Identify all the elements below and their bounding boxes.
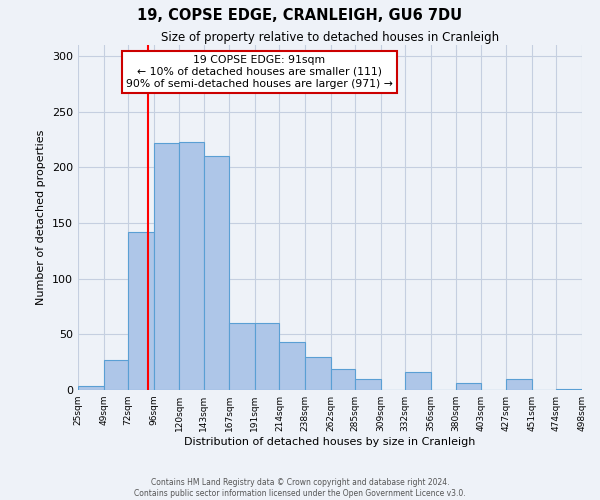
Bar <box>305 356 331 390</box>
Bar <box>405 372 431 390</box>
Bar <box>154 143 179 390</box>
Text: 19, COPSE EDGE, CRANLEIGH, GU6 7DU: 19, COPSE EDGE, CRANLEIGH, GU6 7DU <box>137 8 463 22</box>
Bar <box>355 379 380 390</box>
Bar <box>179 142 204 390</box>
Y-axis label: Number of detached properties: Number of detached properties <box>37 130 46 305</box>
Bar <box>280 342 305 390</box>
Text: 19 COPSE EDGE: 91sqm
← 10% of detached houses are smaller (111)
90% of semi-deta: 19 COPSE EDGE: 91sqm ← 10% of detached h… <box>126 56 393 88</box>
Bar <box>506 379 532 390</box>
Bar <box>104 360 128 390</box>
X-axis label: Distribution of detached houses by size in Cranleigh: Distribution of detached houses by size … <box>184 437 476 447</box>
Bar <box>255 323 280 390</box>
Bar <box>78 386 104 390</box>
Bar <box>456 384 481 390</box>
Title: Size of property relative to detached houses in Cranleigh: Size of property relative to detached ho… <box>161 31 499 44</box>
Bar <box>204 156 229 390</box>
Bar <box>556 389 582 390</box>
Text: Contains HM Land Registry data © Crown copyright and database right 2024.
Contai: Contains HM Land Registry data © Crown c… <box>134 478 466 498</box>
Bar <box>128 232 154 390</box>
Bar <box>229 323 255 390</box>
Bar <box>331 369 355 390</box>
